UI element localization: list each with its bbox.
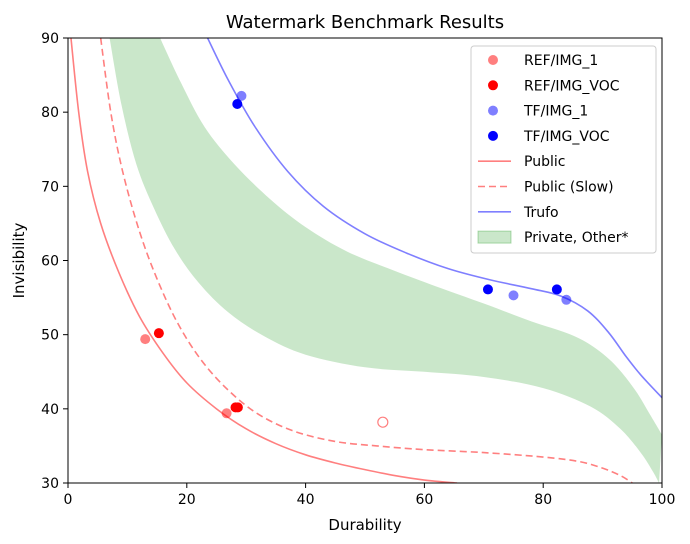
legend: REF/IMG_1 REF/IMG_VOC TF/IMG_1 TF/IMG_VOC Pu… xyxy=(470,45,657,254)
y-tick-label: 70 xyxy=(41,179,59,195)
legend-label-tf-img-1: TF/IMG_1 xyxy=(523,104,588,120)
legend-label-public: Public xyxy=(524,154,565,170)
y-tick-label: 60 xyxy=(41,254,59,270)
y-axis-title: Invisibility xyxy=(10,223,28,299)
legend-label-public-slow: Public (Slow) xyxy=(524,180,614,196)
point-tf-img-voc xyxy=(482,284,493,295)
x-tick-label: 80 xyxy=(534,492,552,508)
point-ref-img-voc xyxy=(153,328,164,339)
legend-label-ref-img-1: REF/IMG_1 xyxy=(524,53,598,69)
x-axis-title: Durability xyxy=(328,516,401,534)
legend-marker-tf-img-1 xyxy=(488,105,498,116)
legend-patch-private-other xyxy=(477,230,512,244)
legend-label-ref-img-voc: REF/IMG_VOC xyxy=(524,78,620,94)
legend-marker-ref-img-voc xyxy=(488,80,498,91)
x-tick-label: 60 xyxy=(415,492,433,508)
point-tf-img-1 xyxy=(508,290,519,301)
line-public xyxy=(70,38,458,483)
line-trufo xyxy=(206,38,662,399)
private-band-area xyxy=(109,38,662,483)
y-tick-label: 30 xyxy=(41,476,59,492)
point-tf-img-1 xyxy=(561,294,572,305)
y-tick-label: 50 xyxy=(41,328,59,344)
x-tick-label: 20 xyxy=(178,492,196,508)
point-ref-img-1 xyxy=(140,334,151,345)
legend-label-trufo: Trufo xyxy=(523,205,559,221)
legend-marker-ref-img-1 xyxy=(488,55,498,65)
x-tick-label: 0 xyxy=(64,492,73,508)
axes: 0 20 40 60 80 100 30 40 50 60 70 80 90 xyxy=(41,31,675,508)
legend-marker-tf-img-voc xyxy=(488,130,498,141)
legend-label-tf-img-voc: TF/IMG_VOC xyxy=(523,129,610,145)
point-ref-img-voc xyxy=(232,402,243,413)
point-tf-img-1 xyxy=(236,90,247,101)
point-tf-img-voc xyxy=(551,284,562,295)
point-tf-img-voc xyxy=(232,99,243,110)
chart-title: Watermark Benchmark Results xyxy=(226,12,504,33)
legend-label-private-other: Private, Other* xyxy=(524,230,628,246)
x-tick-label: 100 xyxy=(649,492,676,508)
y-tick-label: 40 xyxy=(41,402,59,418)
y-tick-label: 90 xyxy=(41,31,59,47)
plot-area xyxy=(70,38,662,483)
legend-box xyxy=(470,45,657,254)
y-tick-label: 80 xyxy=(41,105,59,121)
x-tick-label: 40 xyxy=(297,492,315,508)
point-ref-img-1 xyxy=(221,408,232,419)
open-point xyxy=(377,416,389,428)
